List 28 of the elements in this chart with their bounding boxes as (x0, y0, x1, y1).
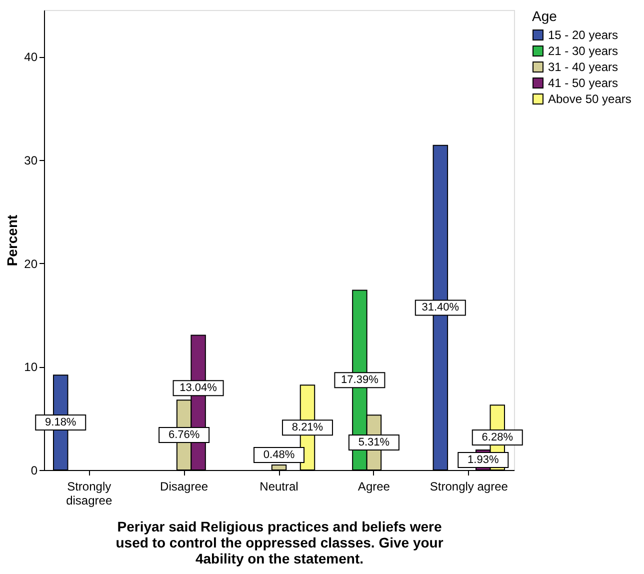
x-tick-label: Neutral (260, 480, 298, 494)
y-tick-label: 20 (24, 256, 38, 271)
y-axis-title: Percent (4, 214, 20, 266)
data-label: 6.76% (168, 429, 200, 442)
x-tick-label: Strongly disagree (66, 480, 112, 508)
data-label: 9.18% (45, 416, 76, 429)
x-tick-label: Disagree (160, 480, 208, 494)
y-tick-label: 30 (24, 153, 38, 168)
y-tick-label: 10 (24, 360, 38, 374)
data-label: 1.93% (468, 454, 499, 466)
data-label: 31.40% (422, 302, 460, 314)
legend-label: Above 50 years (548, 92, 632, 106)
data-label: 0.48% (263, 449, 295, 462)
y-tick-label: 40 (24, 50, 38, 64)
data-label: 5.31% (358, 436, 390, 449)
legend-title: Age (532, 8, 558, 24)
legend-label: 21 - 30 years (548, 44, 618, 58)
data-label: 8.21% (292, 422, 324, 434)
legend-label: 41 - 50 years (548, 76, 618, 90)
x-tick-label: Strongly agree (430, 480, 508, 494)
x-tick-label: Agree (358, 480, 390, 494)
data-label: 6.28% (482, 432, 514, 444)
legend-label: 31 - 40 years (548, 60, 618, 74)
x-axis-title: Periyar said Religious practices and beliefs were used to control the oppressed classes. Give your 4ability on the statement. (116, 518, 444, 566)
y-tick-label: 0 (30, 464, 38, 478)
data-label: 13.04% (180, 382, 218, 394)
data-label: 17.39% (341, 374, 379, 386)
legend-label: 15 - 20 years (548, 28, 618, 42)
